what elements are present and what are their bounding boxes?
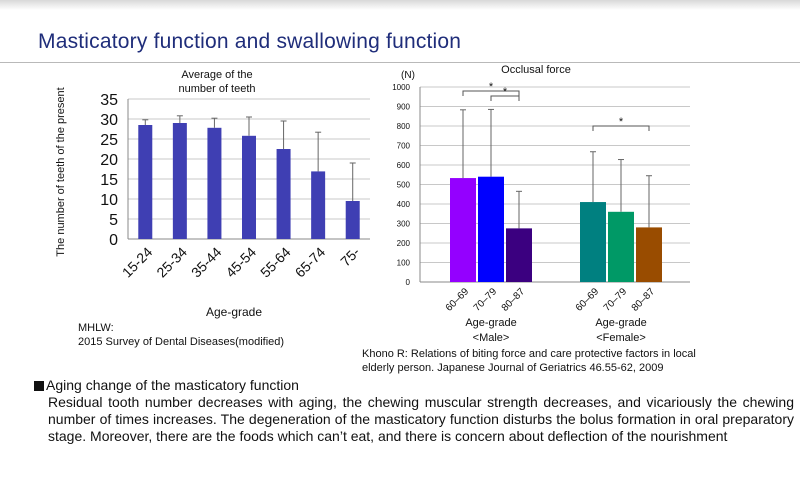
chart1-title-line-1: Average of the	[181, 69, 252, 81]
chart2-x-axis-label: Age-grade	[465, 317, 516, 329]
chart2-significance-marker: *	[619, 116, 624, 128]
chart2-significance-marker: *	[503, 86, 508, 98]
chart2-bar	[450, 178, 476, 282]
chart1-bar	[311, 171, 326, 239]
chart1-y-tick-label: 20	[100, 152, 118, 169]
square-bullet-icon	[34, 381, 44, 391]
chart2-bar	[478, 176, 504, 282]
chart1-y-tick-label: 15	[100, 172, 118, 189]
chart1-source-line-2: 2015 Survey of Dental Diseases(modified)	[78, 336, 285, 348]
chart1-bar	[172, 123, 187, 239]
chart1-y-tick-label: 5	[109, 212, 118, 229]
masticatory-section: Aging change of the masticatory function…	[34, 377, 794, 445]
page-title: Masticatory function and swallowing func…	[38, 30, 462, 53]
title-divider	[0, 62, 800, 63]
chart1-title-line-2: number of teeth	[178, 83, 255, 95]
chart1-y-tick-label: 35	[100, 92, 118, 109]
chart2-group-label: <Female>	[596, 332, 646, 344]
chart2-x-tick-label: 70–79	[472, 286, 500, 314]
chart2-bar	[506, 228, 532, 282]
chart2-significance-bracket	[462, 90, 520, 96]
section-heading-row: Aging change of the masticatory function	[34, 377, 794, 394]
section-heading: Aging change of the masticatory function	[46, 377, 299, 393]
chart2-x-tick-label: 80–87	[500, 286, 528, 314]
chart2-y-tick-label: 100	[397, 259, 411, 268]
section-body: Residual tooth number decreases with agi…	[48, 394, 794, 444]
chart2-group-label: <Male>	[473, 332, 510, 344]
chart2-source: Khono R: Relations of biting force and c…	[362, 347, 696, 375]
chart2-x-tick-label: 60–69	[574, 286, 602, 314]
chart1-source-line-1: MHLW:	[78, 322, 114, 334]
chart2-title: Occlusal force	[501, 64, 571, 76]
chart1-y-tick-label: 10	[100, 192, 118, 209]
chart1-bar	[207, 127, 222, 239]
chart2-y-tick-label: 800	[397, 122, 411, 131]
chart2-source-line-1: Khono R: Relations of biting force and c…	[362, 348, 696, 360]
chart2-y-tick-label: 500	[397, 181, 411, 190]
chart2-x-tick-label: 80–87	[630, 286, 658, 314]
chart1-y-tick-label: 0	[109, 232, 118, 249]
top-band	[0, 0, 800, 10]
chart2-significance-marker: *	[489, 81, 494, 93]
chart1-bar	[276, 149, 291, 239]
chart2-source-line-2: elderly person. Japanese Journal of Geri…	[362, 362, 664, 374]
chart2-significance-bracket	[592, 125, 650, 131]
chart2-bar	[608, 211, 634, 282]
chart1-bar	[242, 135, 256, 239]
chart2-y-tick-label: 0	[406, 278, 411, 287]
chart2-x-axis-label: Age-grade	[595, 317, 646, 329]
chart1-bar	[345, 201, 360, 239]
chart2-y-tick-label: 300	[397, 220, 411, 229]
chart2-unit-label: (N)	[401, 70, 415, 81]
chart2-x-tick-label: 70–79	[602, 286, 630, 314]
chart1-source: MHLW: 2015 Survey of Dental Diseases(mod…	[78, 321, 284, 349]
chart2-y-tick-label: 200	[397, 239, 411, 248]
chart2-y-tick-label: 1000	[392, 83, 410, 92]
chart1-y-tick-label: 25	[100, 132, 118, 149]
chart1-x-axis-label: Age-grade	[206, 305, 262, 319]
chart2-y-tick-label: 400	[397, 200, 411, 209]
chart2-y-tick-label: 900	[397, 103, 411, 112]
chart1-y-tick-label: 30	[100, 112, 118, 129]
chart2-x-tick-label: 60–69	[444, 286, 472, 314]
chart2-bar	[580, 202, 606, 282]
chart2-y-tick-label: 600	[397, 161, 411, 170]
chart2-significance-bracket	[490, 95, 520, 101]
chart2-bar	[636, 227, 662, 282]
chart1-bar	[138, 125, 153, 239]
chart1-y-axis-label: The number of teeth of the present	[55, 87, 67, 256]
chart2-y-tick-label: 700	[397, 142, 411, 151]
